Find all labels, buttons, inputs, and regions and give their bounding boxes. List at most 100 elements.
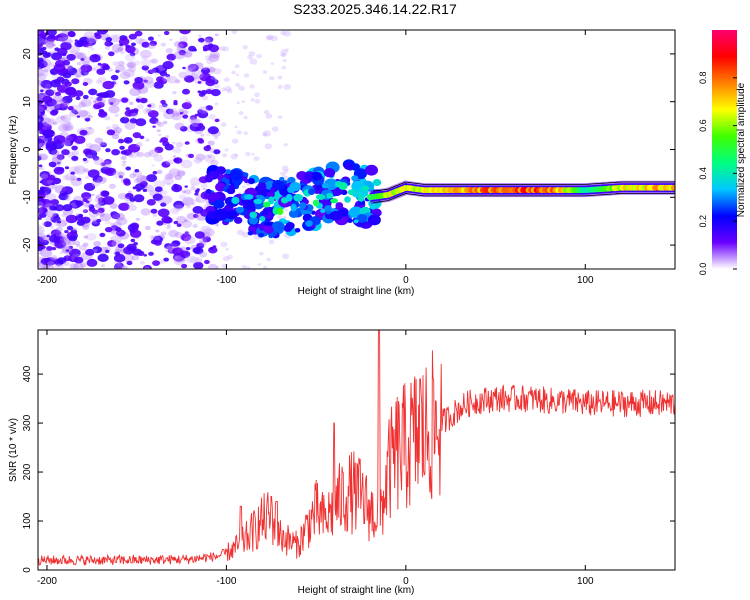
noise-speckle <box>131 255 140 261</box>
noise-speckle <box>49 234 61 243</box>
noise-speckle <box>79 110 91 119</box>
colorbar-tick-label: 0.0 <box>698 263 708 276</box>
ridge-blob <box>277 207 284 216</box>
noise-speckle <box>68 240 76 246</box>
noise-speckle <box>208 114 216 120</box>
noise-speckle <box>53 79 61 84</box>
signal-blob <box>311 171 322 181</box>
signal-blob <box>351 175 359 182</box>
noise-speckle <box>86 258 98 267</box>
noise-speckle <box>149 58 157 64</box>
noise-speckle <box>38 263 41 267</box>
colorbar-tick-label: 0.4 <box>698 167 708 180</box>
noise-speckle <box>202 187 206 191</box>
noise-speckle <box>113 264 125 269</box>
noise-speckle <box>53 135 66 144</box>
noise-speckle <box>103 64 109 69</box>
spectrogram-y-label: Frequency (Hz) <box>8 116 19 185</box>
noise-speckle <box>200 225 212 234</box>
noise-speckle <box>174 122 185 130</box>
noise-speckle <box>238 111 244 115</box>
noise-speckle <box>123 137 133 144</box>
noise-speckle <box>117 193 127 200</box>
noise-speckle <box>165 48 173 54</box>
signal-blob <box>213 208 229 221</box>
noise-speckle <box>182 88 190 95</box>
noise-speckle <box>86 35 97 44</box>
noise-speckle <box>157 34 161 37</box>
noise-speckle <box>51 90 57 94</box>
noise-speckle <box>83 148 93 155</box>
noise-speckle <box>195 153 206 161</box>
noise-speckle <box>38 43 43 48</box>
noise-speckle <box>166 53 177 61</box>
noise-speckle <box>192 223 198 228</box>
signal-blob <box>225 209 238 220</box>
spectrogram-y-tick-label: -10 <box>22 190 33 205</box>
noise-speckle <box>64 87 76 96</box>
noise-speckle <box>62 95 73 104</box>
noise-speckle <box>141 65 149 71</box>
ridge-blob <box>338 182 348 190</box>
noise-speckle <box>50 71 56 75</box>
signal-blob <box>343 162 353 170</box>
noise-speckle <box>69 263 79 269</box>
signal-blob <box>247 188 255 195</box>
noise-speckle <box>38 57 44 64</box>
noise-speckle <box>46 234 50 238</box>
signal-blob <box>270 186 278 193</box>
noise-speckle <box>63 36 72 43</box>
noise-speckle <box>183 231 190 236</box>
noise-speckle <box>220 241 228 248</box>
ridge-blob <box>259 215 266 222</box>
ridge-blob <box>268 196 275 205</box>
noise-speckle <box>173 41 183 48</box>
noise-speckle <box>120 116 130 124</box>
noise-speckle <box>38 226 45 235</box>
noise-speckle <box>149 40 157 46</box>
noise-speckle <box>114 50 119 54</box>
noise-speckle <box>178 108 185 113</box>
noise-speckle <box>184 185 188 188</box>
noise-speckle <box>151 164 155 167</box>
noise-speckle <box>182 114 189 119</box>
noise-speckle <box>131 42 136 47</box>
noise-speckle <box>85 233 97 241</box>
noise-speckle <box>78 66 88 73</box>
noise-speckle <box>181 112 186 116</box>
noise-speckle <box>56 115 68 124</box>
noise-speckle <box>93 240 101 247</box>
noise-speckle <box>231 70 236 75</box>
noise-speckle <box>60 116 66 120</box>
noise-speckle <box>83 182 96 192</box>
noise-speckle <box>61 83 65 87</box>
noise-speckle <box>64 173 76 181</box>
noise-speckle <box>182 66 186 70</box>
noise-speckle <box>59 251 64 255</box>
noise-speckle <box>45 174 56 182</box>
noise-speckle <box>95 194 103 200</box>
signal-blob <box>254 223 260 228</box>
noise-speckle <box>102 80 115 90</box>
snr-x-tick-label: 100 <box>577 576 594 587</box>
noise-speckle <box>38 115 44 124</box>
noise-speckle <box>188 116 197 123</box>
noise-speckle <box>74 135 86 144</box>
noise-speckle <box>38 66 42 72</box>
noise-speckle <box>215 266 220 269</box>
noise-speckle <box>173 102 178 106</box>
noise-speckle <box>117 98 122 103</box>
noise-speckle <box>45 216 54 222</box>
noise-speckle <box>103 30 109 33</box>
noise-speckle <box>129 173 137 179</box>
noise-speckle <box>173 158 180 163</box>
noise-speckle <box>63 103 67 107</box>
noise-speckle <box>43 221 52 228</box>
noise-speckle <box>125 45 136 54</box>
noise-speckle <box>154 186 163 192</box>
noise-speckle <box>69 175 78 181</box>
noise-speckle <box>92 100 97 104</box>
noise-speckle <box>152 125 156 128</box>
noise-speckle <box>243 131 248 135</box>
noise-speckle <box>73 110 79 115</box>
